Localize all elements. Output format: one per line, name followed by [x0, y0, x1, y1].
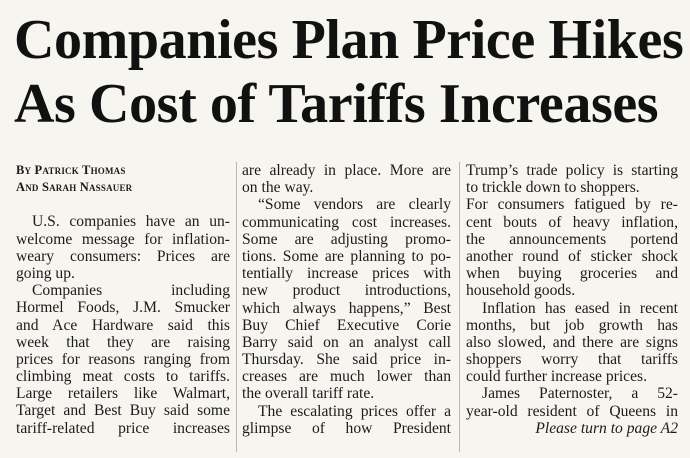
text-line: glimpse of how President [242, 419, 451, 437]
text-line: Inflation has eased in recent [482, 299, 678, 317]
text-line: welcome message for inflation- [16, 230, 230, 248]
text-line: U.S. companies have an un- [32, 213, 230, 231]
text-line: are already in place. More are [242, 162, 451, 179]
text-line: Companies including [32, 282, 230, 300]
text-line: going up. [16, 264, 75, 282]
text-line: to trickle down to shoppers. [466, 179, 640, 197]
text-line: the announcements portend [466, 230, 678, 248]
column-divider [236, 162, 237, 452]
text-line: shoppers worry that tariffs [466, 351, 678, 369]
text-line: which always happens,” Best [242, 299, 451, 317]
headline-line-2: As Cost of Tariffs Increases [14, 73, 659, 135]
text-line: cent bouts of heavy inflation, [466, 213, 678, 231]
text-line: Trump’s trade policy is starting [466, 162, 678, 179]
text-line: household goods. [466, 282, 576, 300]
text-line: Barry said on an analyst call [242, 333, 451, 351]
text-line: Buy Chief Executive Corie [242, 316, 451, 334]
text-line: James Paternoster, a 52- [482, 385, 678, 403]
text-line: Large retailers like Walmart, [16, 385, 230, 403]
text-line: “Some vendors are clearly [258, 196, 451, 214]
byline-author-1: By Patrick Thomas [16, 163, 126, 177]
headline-line-1: Companies Plan Price Hikes [14, 9, 684, 71]
text-line: For consumers fatigued by re- [466, 196, 678, 214]
text-line: another round of sticker shock [466, 247, 678, 265]
column-divider [459, 162, 460, 452]
text-line: Target and Best Buy said some [16, 402, 230, 420]
text-line: could further increase prices. [466, 368, 647, 386]
text-line: Some are adjusting promo- [242, 230, 451, 248]
text-line: when buying groceries and [466, 265, 678, 283]
text-line: Hormel Foods, J.M. Smucker [16, 299, 230, 317]
text-line: on the way. [242, 179, 314, 197]
text-line: tions. Some are planning to po- [242, 247, 451, 265]
text-line: The escalating prices offer a [258, 402, 451, 420]
text-line: Thursday. She said price in- [242, 351, 451, 369]
article-column-2: are already in place. More are on the wa… [242, 162, 451, 437]
continuation-note: Please turn to page A2 [535, 419, 678, 437]
text-line: communicating cost increases. [242, 213, 451, 231]
text-line: week that they are raising [16, 333, 230, 351]
text-line: also slowed, and there are signs [466, 333, 678, 351]
text-line: and Ace Hardware said this [16, 316, 230, 334]
text-line: prices for reasons ranging from [16, 350, 230, 368]
text-line: climbing meat costs to tariffs. [16, 368, 230, 386]
byline-author-2: And Sarah Nassauer [16, 180, 133, 195]
text-line: year-old resident of Queens in [466, 402, 678, 420]
text-line: creases are much lower than [242, 368, 451, 386]
text-line: tariff-related price increases [16, 419, 230, 437]
article-column-3: Trump’s trade policy is starting to tric… [466, 162, 678, 437]
article-column-1: By Patrick Thomas And Sarah Nassauer U.S… [16, 162, 230, 437]
spacer [16, 196, 230, 213]
text-line: tentially increase prices with [242, 265, 451, 283]
text-line: the overall tariff rate. [242, 385, 375, 403]
text-line: new product introductions, [242, 282, 451, 300]
text-line: months, but job growth has [466, 316, 678, 334]
text-line: weary consumers: Prices are [16, 247, 230, 265]
